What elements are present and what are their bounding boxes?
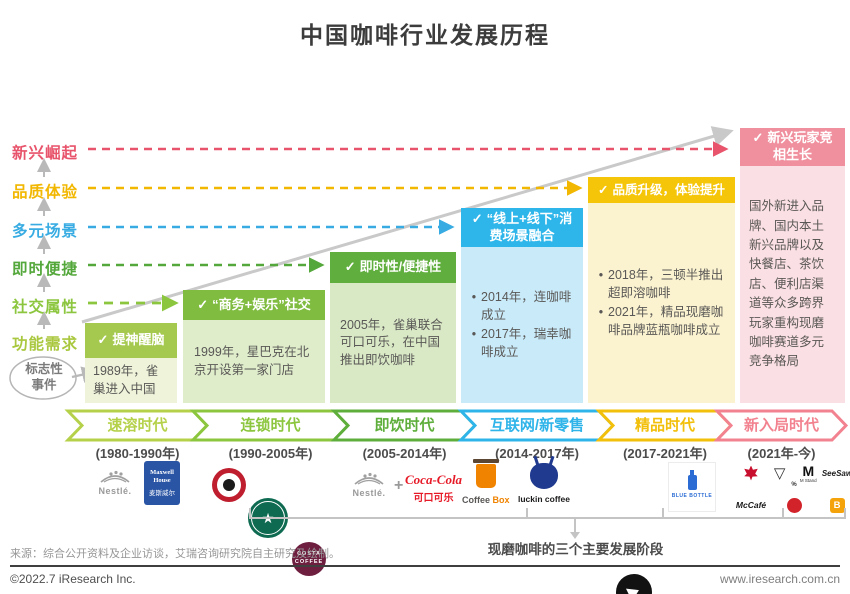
era-label-internet: 互联网/新零售: [489, 417, 585, 434]
era-label-rtd: 即饮时代: [374, 417, 435, 434]
bullet-item: • 2014年，连咖啡成立: [471, 290, 572, 322]
coffee-cup-icon: [472, 459, 499, 488]
luckin-coffee-logo: luckin coffee: [518, 463, 570, 504]
bullet-item: • 2017年，瑞幸咖啡成立: [471, 327, 572, 359]
costa-coffee-logo: COSTA COFFEE: [292, 542, 326, 576]
nestle-logo: Nestlé.: [98, 468, 132, 496]
era-years: (2014-2017年): [495, 446, 579, 461]
luckin-deer-icon: [529, 463, 558, 489]
lucky-cup-logo: [781, 494, 807, 516]
era-label-newcomer: 新入局时代: [743, 417, 819, 434]
nestle-nest-icon: [100, 470, 130, 483]
footer-divider: [10, 565, 840, 567]
axis-label-scenes: 多元场景: [12, 223, 79, 240]
blue-bottle-logo: BLUE BOTTLE: [668, 462, 716, 512]
stage-header: ✓ 提神醒脑: [85, 323, 177, 358]
arabica-logo: ▽%: [773, 464, 797, 488]
mccafe-logo: McCafé: [735, 500, 767, 510]
check-icon: ✓: [598, 182, 609, 197]
stage-header: ✓ “线上+线下”消费场景融合: [461, 208, 583, 247]
tims-logo: [738, 462, 764, 484]
page-title: 中国咖啡行业发展历程: [300, 22, 550, 48]
maple-leaf-icon: [744, 465, 758, 481]
seesaw-logo: SeeSaw: [821, 468, 850, 478]
nestle-nest-icon: [354, 472, 384, 485]
website-url: www.iresearch.com.cn: [719, 572, 840, 586]
era-years: (2017-2021年): [623, 446, 707, 461]
check-icon: ✓: [197, 296, 209, 312]
milestone-marker-label: 标志性 事件: [25, 362, 63, 392]
check-icon: ✓: [752, 130, 764, 146]
axis-label-quality: 品质体验: [12, 184, 79, 201]
stage-box-quality: ✓ 品质升级，体验提升 • 2018年，三顿半推出超即溶咖啡 • 2021年，精品现磨…: [588, 177, 735, 403]
stage-header: ✓ 新兴玩家竞相生长: [740, 128, 845, 166]
bracket-line: [249, 508, 846, 519]
era-chevron-6: [713, 409, 849, 442]
pacific-coffee-logo: [212, 468, 246, 502]
stage-body: • 2014年，连咖啡成立 • 2017年，瑞幸咖啡成立: [461, 247, 583, 403]
stage-box-instant: ✓ 即时性/便捷性 2005年，雀巢联合可口可乐，在中国推出即饮咖啡: [330, 252, 456, 403]
axis-label-new-rise: 新兴崛起: [12, 145, 79, 162]
stage-box-social: ✓ “商务+娱乐”社交 1999年，星巴克在北京开设第一家门店: [183, 290, 325, 403]
fresh-ground-stages-note: 现磨咖啡的三个主要发展阶段: [487, 542, 664, 557]
stage-header: ✓ “商务+娱乐”社交: [183, 290, 325, 320]
stage-body: 1999年，星巴克在北京开设第一家门店: [183, 320, 325, 403]
check-icon: ✓: [97, 332, 109, 348]
paper-plane-icon: [625, 583, 643, 594]
source-note: 来源：综合公开资料及企业访谈，艾瑞咨询研究院自主研究及绘制。: [10, 548, 340, 560]
bracket-arrowhead: [570, 532, 580, 539]
era-years: (1980-1990年): [95, 446, 180, 461]
check-icon: ✓: [471, 210, 483, 226]
era-label-chain: 连锁时代: [240, 417, 301, 434]
blue-bottle-icon: [687, 470, 697, 490]
stage-box-online-offline: ✓ “线上+线下”消费场景融合 • 2014年，连咖啡成立 • 2017年，瑞幸咖啡成…: [461, 208, 583, 403]
axis-label-function: 功能需求: [12, 336, 79, 353]
era-years: (2021年-今): [747, 446, 816, 461]
copyright-text: ©2022.7 iResearch Inc.: [10, 572, 136, 586]
marker-ellipse: [9, 356, 77, 400]
bracket-layer: [249, 508, 846, 539]
era-label-instant-coffee: 速溶时代: [107, 417, 168, 434]
stage-body: 2005年，雀巢联合可口可乐，在中国推出即饮咖啡: [330, 283, 456, 403]
stage-header: ✓ 即时性/便捷性: [330, 252, 456, 283]
coffee-box-logo: Coffee Box: [462, 459, 510, 505]
triangle-icon: ▽: [773, 464, 786, 482]
b-brand-logo: B: [824, 494, 850, 516]
maxwell-house-logo: Maxwell House 麦斯威尔: [144, 461, 180, 505]
axis-label-social: 社交属性: [12, 299, 79, 316]
era-years: (1990-2005年): [228, 446, 313, 461]
axis-label-instant: 即时便捷: [12, 261, 79, 278]
check-icon: ✓: [344, 259, 356, 275]
saturnbird-logo: [616, 574, 652, 594]
plus-sign: +: [394, 477, 404, 494]
coca-cola-logo: Coca-Cola 可口可乐: [405, 472, 463, 504]
timeline-band: [64, 409, 849, 442]
bullet-item: • 2018年，三顿半推出超即溶咖啡: [598, 268, 724, 300]
era-years: (2005-2014年): [362, 446, 447, 461]
stage-body: 1989年，雀巢进入中国: [85, 358, 177, 403]
nestle-logo: Nestlé.: [352, 470, 386, 498]
stage-header: ✓ 品质升级，体验提升: [588, 177, 735, 203]
red-circle-icon: [786, 497, 802, 513]
era-label-boutique: 精品时代: [634, 417, 695, 434]
stage-box-new-players: ✓ 新兴玩家竞相生长 国外新进入品牌、国内本土新兴品牌以及快餐店、茶饮店、便利店渠…: [740, 128, 845, 403]
stage-body: • 2018年，三顿半推出超即溶咖啡 • 2021年，精品现磨咖啡品牌蓝瓶咖啡成立: [588, 203, 735, 403]
bullet-item: • 2021年，精品现磨咖啡品牌蓝瓶咖啡成立: [598, 305, 724, 337]
stage-box-function: ✓ 提神醒脑 1989年，雀巢进入中国: [85, 323, 177, 403]
stage-body: 国外新进入品牌、国内本土新兴品牌以及快餐店、茶饮店、便利店渠道等众多跨界玩家重构…: [740, 166, 845, 403]
